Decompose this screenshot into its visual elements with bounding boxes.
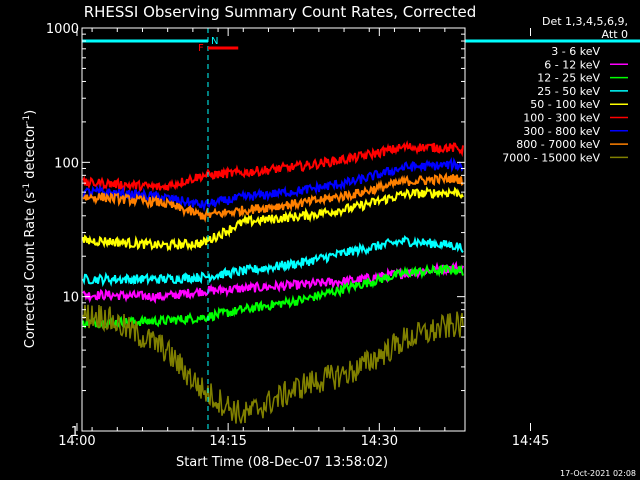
legend-label-1: 3 - 6 keV	[551, 45, 600, 58]
y-tick-label-2: 10	[62, 291, 79, 306]
axes: 14:0014:1514:3014:4515:0015:1515:3011010…	[46, 22, 549, 449]
series-line-1	[82, 284, 464, 374]
y-axis-label-mid: detector	[23, 123, 38, 183]
series-line-8	[82, 171, 464, 223]
flare-flag-label: F	[198, 43, 204, 54]
legend-label-7: 300 - 800 keV	[523, 125, 600, 138]
series-line-9	[82, 304, 464, 424]
y-axis-label-sup1: -1	[22, 183, 32, 192]
legend-label-5: 50 - 100 keV	[530, 98, 600, 111]
x-axis-label: Start Time (08-Dec-07 13:58:02)	[176, 455, 388, 470]
y-axis-label-end: )	[23, 110, 38, 115]
x-tick-label-4: 14:45	[512, 434, 549, 449]
legend-label-8: 800 - 7000 keV	[516, 138, 600, 151]
x-tick-label-1: 14:00	[58, 434, 95, 449]
series-line-6	[82, 140, 464, 193]
series-line-4	[82, 235, 464, 288]
series-line-5	[82, 185, 464, 252]
legend-label-9: 7000 - 15000 keV	[502, 151, 600, 164]
legend-header-line-2: Att 0	[602, 28, 628, 41]
y-axis-label-sup2: -1	[22, 115, 32, 124]
y-axis-label-main: Corrected Count Rate (s	[23, 192, 38, 349]
legend-label-2: 6 - 12 keV	[544, 58, 600, 71]
y-tick-label-1: 1	[71, 425, 79, 440]
plot-frame	[81, 27, 466, 432]
y-axis-label: Corrected Count Rate (s-1 detector-1)	[22, 110, 38, 348]
y-tick-label-3: 100	[54, 156, 79, 171]
x-tick-label-2: 14:15	[209, 434, 246, 449]
x-tick-label-3: 14:30	[361, 434, 398, 449]
chart-title: RHESSI Observing Summary Count Rates, Co…	[84, 3, 477, 21]
timestamp: 17-Oct-2021 02:08	[560, 469, 636, 478]
plot-area: NF	[82, 28, 640, 431]
legend-label-3: 12 - 25 keV	[537, 72, 600, 85]
series-line-3	[82, 263, 464, 330]
y-tick-label-4: 1000	[46, 22, 79, 37]
series-line-7	[82, 156, 464, 212]
legend-header-line-1: Det 1,3,4,5,6,9,	[542, 15, 628, 28]
night-flag-label: N	[211, 36, 218, 47]
legend-label-6: 100 - 300 keV	[523, 112, 600, 125]
legend-label-4: 25 - 50 keV	[537, 85, 600, 98]
